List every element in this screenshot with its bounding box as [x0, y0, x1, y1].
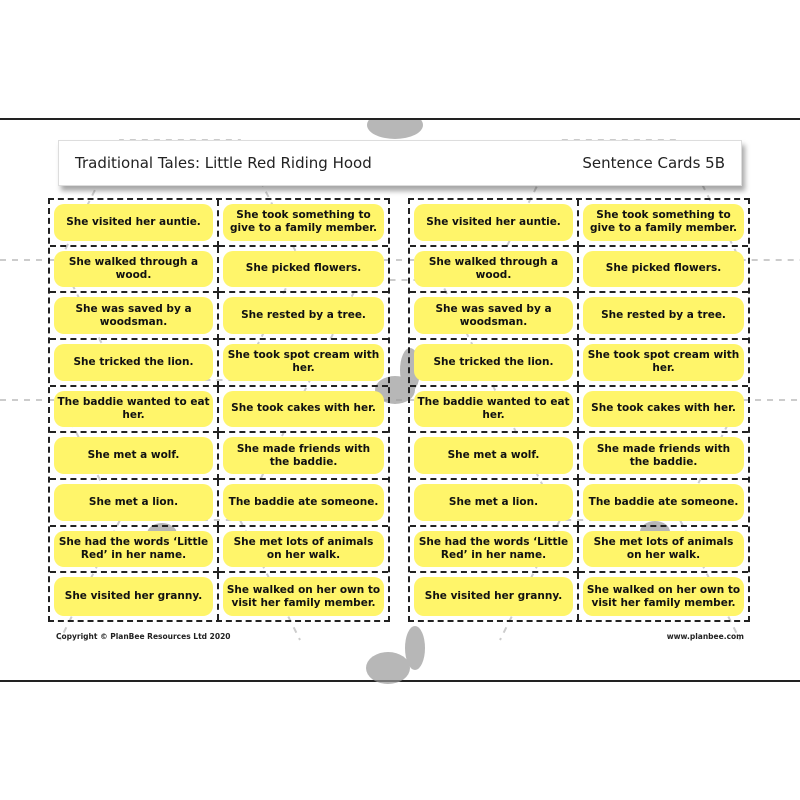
card-cell: She tricked the lion. [410, 340, 579, 387]
sentence-card: She was saved by a woodsman. [54, 297, 213, 334]
card-cell: She took cakes with her. [219, 387, 388, 434]
card-cell: She walked through a wood. [410, 246, 579, 294]
card-cell: She met a lion. [410, 480, 579, 527]
sentence-card: She took something to give to a family m… [223, 204, 384, 241]
sentence-card: The baddie ate someone. [223, 484, 384, 521]
card-cell: The baddie wanted to eat her. [410, 386, 579, 434]
sentence-card: She met lots of animals on her walk. [223, 530, 384, 568]
card-cell: She was saved by a woodsman. [410, 293, 579, 340]
card-cell: She met a wolf. [410, 433, 579, 480]
card-cell: She took something to give to a family m… [579, 200, 748, 247]
card-cell: She picked flowers. [219, 247, 388, 294]
sentence-card: She met a wolf. [54, 437, 213, 474]
card-cell: She visited her granny. [410, 573, 579, 620]
sentence-card: She took something to give to a family m… [583, 204, 744, 241]
page-title: Traditional Tales: Little Red Riding Hoo… [75, 154, 372, 172]
sentence-card: She took cakes with her. [223, 390, 384, 428]
card-cell: The baddie ate someone. [579, 480, 748, 527]
sentence-card: She met a wolf. [414, 437, 573, 474]
card-cell: She made friends with the baddie. [219, 433, 388, 480]
card-cell: She took spot cream with her. [219, 340, 388, 387]
sentence-card: She visited her auntie. [54, 204, 213, 241]
website-link[interactable]: www.planbee.com [666, 632, 744, 641]
sentence-card: The baddie wanted to eat her. [414, 390, 573, 428]
sentence-card: She made friends with the baddie. [583, 437, 744, 474]
sentence-card: She was saved by a woodsman. [414, 297, 573, 334]
card-cell: She took cakes with her. [579, 387, 748, 434]
card-cell: She met a wolf. [50, 433, 219, 480]
card-sheet-left: She visited her auntie. She took somethin… [48, 198, 390, 622]
card-cell: She met lots of animals on her walk. [219, 527, 388, 574]
card-cell: She walked through a wood. [50, 246, 219, 294]
sentence-card: She met lots of animals on her walk. [583, 530, 744, 568]
sentence-card: She took cakes with her. [583, 390, 744, 428]
sentence-card: She tricked the lion. [414, 344, 573, 381]
card-cell: The baddie ate someone. [219, 480, 388, 527]
sentence-card: She visited her granny. [54, 577, 213, 616]
sentence-card: She picked flowers. [583, 250, 744, 288]
card-cell: She took something to give to a family m… [219, 200, 388, 247]
card-cell: She made friends with the baddie. [579, 433, 748, 480]
sentence-card: She walked on her own to visit her famil… [583, 577, 744, 616]
sentence-card: She rested by a tree. [223, 297, 384, 334]
sentence-card: She rested by a tree. [583, 297, 744, 334]
card-cell: She picked flowers. [579, 247, 748, 294]
worksheet-page: Traditional Tales: Little Red Riding Hoo… [0, 118, 800, 684]
card-cell: She met lots of animals on her walk. [579, 527, 748, 574]
sentence-card: She met a lion. [54, 484, 213, 521]
sentence-card: She visited her auntie. [414, 204, 573, 241]
sentence-card: She walked through a wood. [54, 250, 213, 288]
card-cell: She rested by a tree. [579, 293, 748, 340]
card-cell: She visited her auntie. [50, 200, 219, 247]
card-cell: She visited her auntie. [410, 200, 579, 247]
sentence-card: She walked through a wood. [414, 250, 573, 288]
card-sheet-right: She visited her auntie. She took somethin… [408, 198, 750, 622]
sentence-card: She tricked the lion. [54, 344, 213, 381]
card-cell: She took spot cream with her. [579, 340, 748, 387]
card-cell: She had the words ‘Little Red’ in her na… [410, 526, 579, 574]
sentence-card: She had the words ‘Little Red’ in her na… [54, 530, 213, 568]
copyright-text: Copyright © PlanBee Resources Ltd 2020 [56, 632, 231, 641]
sentence-card: She made friends with the baddie. [223, 437, 384, 474]
card-cell: She visited her granny. [50, 573, 219, 620]
card-cell: She had the words ‘Little Red’ in her na… [50, 526, 219, 574]
sentence-card: She took spot cream with her. [223, 344, 384, 381]
card-cell: She rested by a tree. [219, 293, 388, 340]
sentence-card: She walked on her own to visit her famil… [223, 577, 384, 616]
sentence-card: The baddie ate someone. [583, 484, 744, 521]
sentence-card: She picked flowers. [223, 250, 384, 288]
card-cell: She was saved by a woodsman. [50, 293, 219, 340]
sentence-card: She met a lion. [414, 484, 573, 521]
sentence-card: She had the words ‘Little Red’ in her na… [414, 530, 573, 568]
sentence-card: The baddie wanted to eat her. [54, 390, 213, 428]
header-banner: Traditional Tales: Little Red Riding Hoo… [58, 140, 742, 186]
card-cell: She walked on her own to visit her famil… [219, 573, 388, 620]
card-cell: She tricked the lion. [50, 340, 219, 387]
sentence-card: She visited her granny. [414, 577, 573, 616]
card-cell: She met a lion. [50, 480, 219, 527]
card-cell: The baddie wanted to eat her. [50, 386, 219, 434]
page-subtitle: Sentence Cards 5B [582, 154, 725, 172]
sentence-card: She took spot cream with her. [583, 344, 744, 381]
card-cell: She walked on her own to visit her famil… [579, 573, 748, 620]
